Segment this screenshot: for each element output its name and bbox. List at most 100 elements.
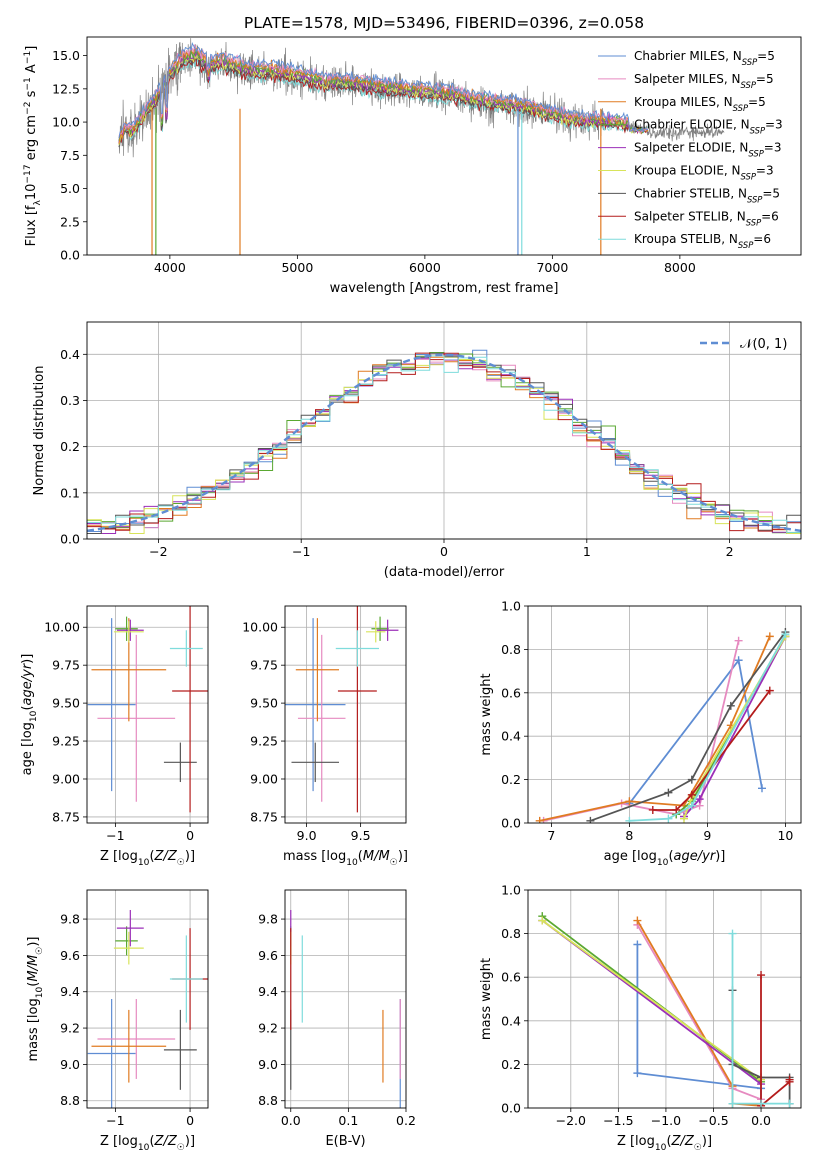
x-axis-label-part: 10	[346, 858, 358, 868]
y-axis-label-part: 10	[29, 710, 39, 722]
x-tick-label: 10	[777, 828, 793, 843]
x-axis-label-part: 10	[657, 858, 669, 868]
y-tick-label: 9.2	[258, 1021, 278, 1036]
x-axis-label: E(B-V)	[325, 1134, 365, 1149]
legend-label-kroupa-elodie: Kroupa ELODIE, NSSP=3	[634, 164, 774, 182]
weight-marker-salpeter-stelib	[672, 805, 681, 814]
legend-label-salpeter-elodie-part: SSP	[748, 149, 764, 159]
residual-panel: −2 −1 0 1 2 0.0 0.1 0.2 0.3 0.4 (data-model)/error…	[32, 321, 802, 580]
y-tick-label: 0.2	[60, 439, 80, 454]
legend-label-kroupa-elodie-part: =3	[756, 164, 774, 178]
x-axis-label-part: Z/Z	[154, 1134, 178, 1149]
x-tick-label: 7000	[536, 260, 568, 275]
weight-marker-kroupa-miles	[535, 816, 544, 823]
y-axis-label-part: M/M	[26, 955, 41, 982]
y-tick-label: 0.3	[60, 393, 80, 408]
weight-marker-salpeter-elodie	[695, 795, 704, 804]
mass-weight-vs-metallicity-panel: −2.0 −1.5 −1.0 −0.5 0.0 0.0 0.2 0.4 0.6 0.8 1.0 Z […	[479, 883, 802, 1153]
x-axis-label-part: )]	[398, 849, 408, 864]
y-tick-label: 8.75	[52, 809, 80, 824]
legend-label-chabrier-stelib-part: =5	[762, 186, 780, 200]
legend-label-chabrier-miles: Chabrier MILES, NSSP=5	[634, 49, 775, 67]
x-axis-label-part: 10	[138, 858, 150, 868]
y-tick-label: 0.4	[501, 1013, 521, 1028]
x-axis-label-part: age [log	[604, 849, 657, 864]
x-axis-label-part: )]	[715, 849, 725, 864]
weight-marker-kroupa-miles	[633, 916, 642, 925]
x-axis-label-part: ☉	[177, 1143, 185, 1153]
spectrum-panel: 4000 5000 6000 7000 8000 0.0 2.5 5.0 7.5 10.0 12.5…	[23, 36, 802, 296]
x-tick-label: 7	[547, 828, 555, 843]
legend-label-kroupa-miles-part: SSP	[733, 103, 749, 113]
y-axis-label-part: 10	[24, 184, 39, 201]
weight-marker-kroupa-stelib	[687, 801, 696, 810]
x-tick-label: −1	[106, 828, 124, 843]
y-tick-label: 10.00	[44, 620, 80, 635]
age-vs-mass-panel-plot-area	[285, 606, 399, 813]
y-tick-label: 0.6	[501, 685, 521, 700]
weight-marker-kroupa-miles	[765, 632, 774, 641]
weight-marker-kroupa-miles	[625, 797, 634, 806]
x-axis-label-part: mass [log	[283, 849, 346, 864]
weight-marker-chabrier-miles	[633, 940, 642, 949]
y-tick-label: 0.8	[501, 926, 521, 941]
x-axis-label-part: Z [log	[100, 849, 138, 864]
legend-label-kroupa-stelib-part: =6	[753, 232, 771, 246]
x-axis-label: (data-model)/error	[384, 565, 505, 580]
legend-label-salpeter-elodie: Salpeter ELODIE, NSSP=3	[634, 141, 782, 159]
weight-marker-chabrier-stelib	[687, 775, 696, 784]
weight-marker-salpeter-stelib	[757, 971, 766, 980]
axes-frame	[284, 889, 407, 1109]
x-tick-label: 1	[583, 544, 591, 559]
legend-label-kroupa-miles-part: Kroupa MILES, N	[634, 95, 733, 109]
weight-marker-kroupa-stelib	[728, 929, 737, 938]
weight-line-kroupa-stelib	[629, 633, 787, 822]
legend-label-chabrier-elodie-part: =3	[765, 118, 783, 132]
x-tick-label: 0.0	[281, 1113, 301, 1128]
y-axis-label-part: λ	[33, 200, 43, 206]
weight-marker-kroupa-stelib	[785, 1099, 794, 1108]
y-tick-label: 0.6	[501, 970, 521, 985]
y-tick-label: 8.8	[258, 1093, 278, 1108]
weight-marker-kroupa-stelib	[625, 816, 634, 823]
y-axis-label-part: A	[24, 64, 39, 77]
x-tick-label: 0.1	[338, 1113, 358, 1128]
x-axis-label: Z [log10(Z/Z☉)]	[617, 1134, 712, 1153]
y-axis-label-part: age [log	[20, 722, 35, 775]
legend-label-chabrier-elodie-part: SSP	[750, 126, 766, 136]
y-tick-label: 9.4	[60, 984, 80, 999]
y-axis-label: mass weight	[479, 673, 494, 755]
y-tick-label: 10.00	[242, 620, 278, 635]
x-axis-label-part: 10	[655, 1143, 667, 1153]
legend-label-salpeter-elodie-part: =3	[764, 141, 782, 155]
y-axis-label-part: erg cm	[24, 115, 39, 164]
x-axis-label-part: (	[358, 849, 363, 864]
y-tick-label: 9.50	[250, 696, 278, 711]
x-axis-label-part: ☉	[390, 858, 398, 868]
weight-marker-salpeter-stelib	[785, 1075, 794, 1084]
weight-marker-chabrier-miles	[758, 784, 766, 793]
weight-marker-chabrier-miles	[633, 1069, 642, 1078]
y-tick-label: 0.2	[501, 772, 521, 787]
y-tick-label: 15.0	[52, 48, 80, 63]
weight-line-kroupa-elodie	[541, 919, 762, 1081]
y-tick-label: 9.50	[52, 696, 80, 711]
y-axis-label: Flux [fλ10−17 erg cm−2 s−1 A−1]	[23, 46, 43, 247]
axes-frame	[284, 605, 407, 824]
legend-label-salpeter-stelib-part: =6	[761, 209, 779, 223]
x-tick-label: −1	[106, 1113, 124, 1128]
y-axis-label-part: s	[24, 90, 39, 101]
y-axis-label-part: ]	[24, 46, 39, 51]
y-tick-label: 5.0	[60, 181, 80, 196]
y-tick-label: 0.4	[60, 347, 80, 362]
mass-vs-metallicity-panel-plot-area	[87, 909, 208, 1108]
x-tick-label: 6000	[409, 260, 441, 275]
axes-frame	[86, 36, 802, 256]
legend-label-salpeter-miles: Salpeter MILES, NSSP=5	[634, 72, 774, 90]
legend-label-kroupa-stelib: Kroupa STELIB, NSSP=6	[634, 232, 771, 250]
x-tick-label: −2.0	[556, 1113, 586, 1128]
x-axis-label-part: (	[149, 1134, 154, 1149]
y-tick-label: 9.2	[60, 1021, 80, 1036]
